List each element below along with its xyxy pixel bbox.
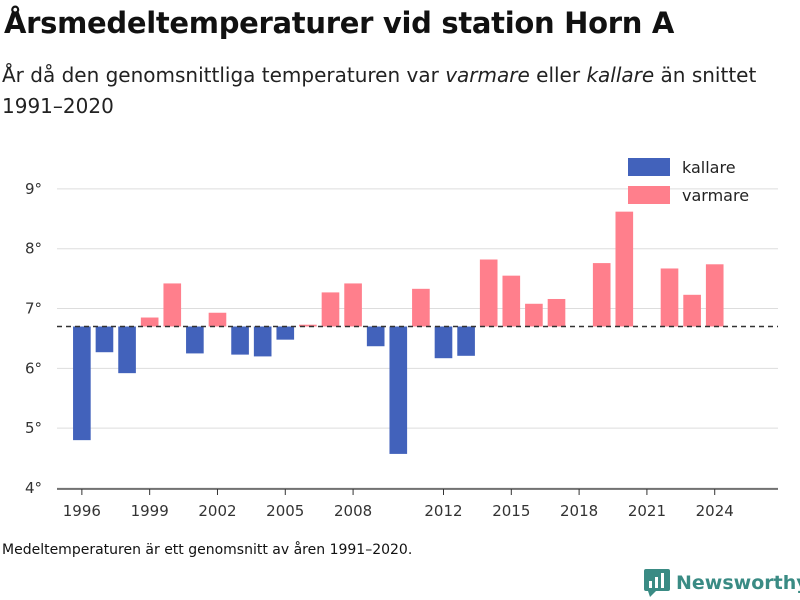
x-tick-label: 2002 [198, 502, 236, 520]
bar-2012 [434, 326, 453, 359]
bar-2015 [502, 275, 521, 327]
bar-2017 [547, 298, 566, 327]
bar-2005 [276, 326, 295, 340]
x-tick-label: 2012 [424, 502, 462, 520]
chart-title: Årsmedeltemperaturer vid station Horn A [4, 6, 675, 40]
bar-2008 [344, 283, 362, 327]
bar-2019 [592, 263, 611, 327]
bar-2009 [366, 326, 385, 347]
y-tick-label: 9° [25, 180, 42, 198]
y-tick-label: 8° [25, 240, 42, 258]
y-tick-label: 4° [25, 479, 42, 497]
bar-1998 [118, 326, 136, 374]
legend-swatch-varmare [628, 186, 670, 204]
bar-2000 [163, 283, 182, 327]
x-tick-label: 2008 [334, 502, 372, 520]
subtitle-warm-word: varmare [445, 63, 530, 87]
legend-swatch-kallare [628, 158, 670, 176]
bar-2022 [660, 268, 679, 327]
bar-1999 [140, 317, 159, 327]
x-tick-label: 2005 [266, 502, 304, 520]
bar-2010 [389, 326, 408, 454]
bar-2016 [525, 303, 543, 327]
bar-2023 [683, 294, 701, 327]
x-tick-label: 1996 [63, 502, 101, 520]
footnote: Medeltemperaturen är ett genomsnitt av å… [2, 542, 413, 558]
subtitle-text-3: än snittet 1991–2020 [2, 63, 757, 118]
y-tick-label: 6° [25, 359, 42, 377]
bar-2011 [412, 288, 430, 327]
bar-2024 [705, 264, 724, 327]
brand-logo: Newsworthy [644, 569, 800, 597]
x-tick-label: 1999 [131, 502, 169, 520]
x-tick-label: 2018 [560, 502, 598, 520]
bar-1996 [73, 326, 91, 441]
bar-2006 [299, 324, 317, 327]
legend-label-kallare: kallare [682, 158, 736, 177]
bar-2004 [253, 326, 272, 357]
temperature-bar-chart: 4° 5° 6° 7° 8° 9° 1996 1999 2002 2005 2008 2012 2015… [25, 158, 778, 520]
bar-2002 [208, 312, 227, 327]
bar-2001 [186, 326, 204, 354]
bar-1997 [95, 326, 114, 353]
y-tick-label: 5° [25, 419, 42, 437]
x-tick-label: 2015 [492, 502, 530, 520]
x-tick-label: 2024 [696, 502, 734, 520]
subtitle-text-2: eller [529, 63, 587, 87]
chart-subtitle: År då den genomsnittliga temperaturen va… [2, 60, 782, 122]
bar-2003 [231, 326, 249, 355]
bar-2013 [457, 326, 475, 356]
brand-name: Newsworthy [676, 572, 800, 594]
x-tick-label: 2021 [628, 502, 666, 520]
bar-2014 [479, 259, 498, 327]
bar-2007 [321, 292, 340, 327]
subtitle-text-1: År då den genomsnittliga temperaturen va… [2, 63, 446, 87]
legend-label-varmare: varmare [682, 186, 749, 205]
bar-2020 [615, 211, 634, 327]
subtitle-cold-word: kallare [586, 63, 655, 87]
y-tick-label: 7° [25, 300, 42, 318]
newsworthy-logo-icon [644, 569, 670, 597]
